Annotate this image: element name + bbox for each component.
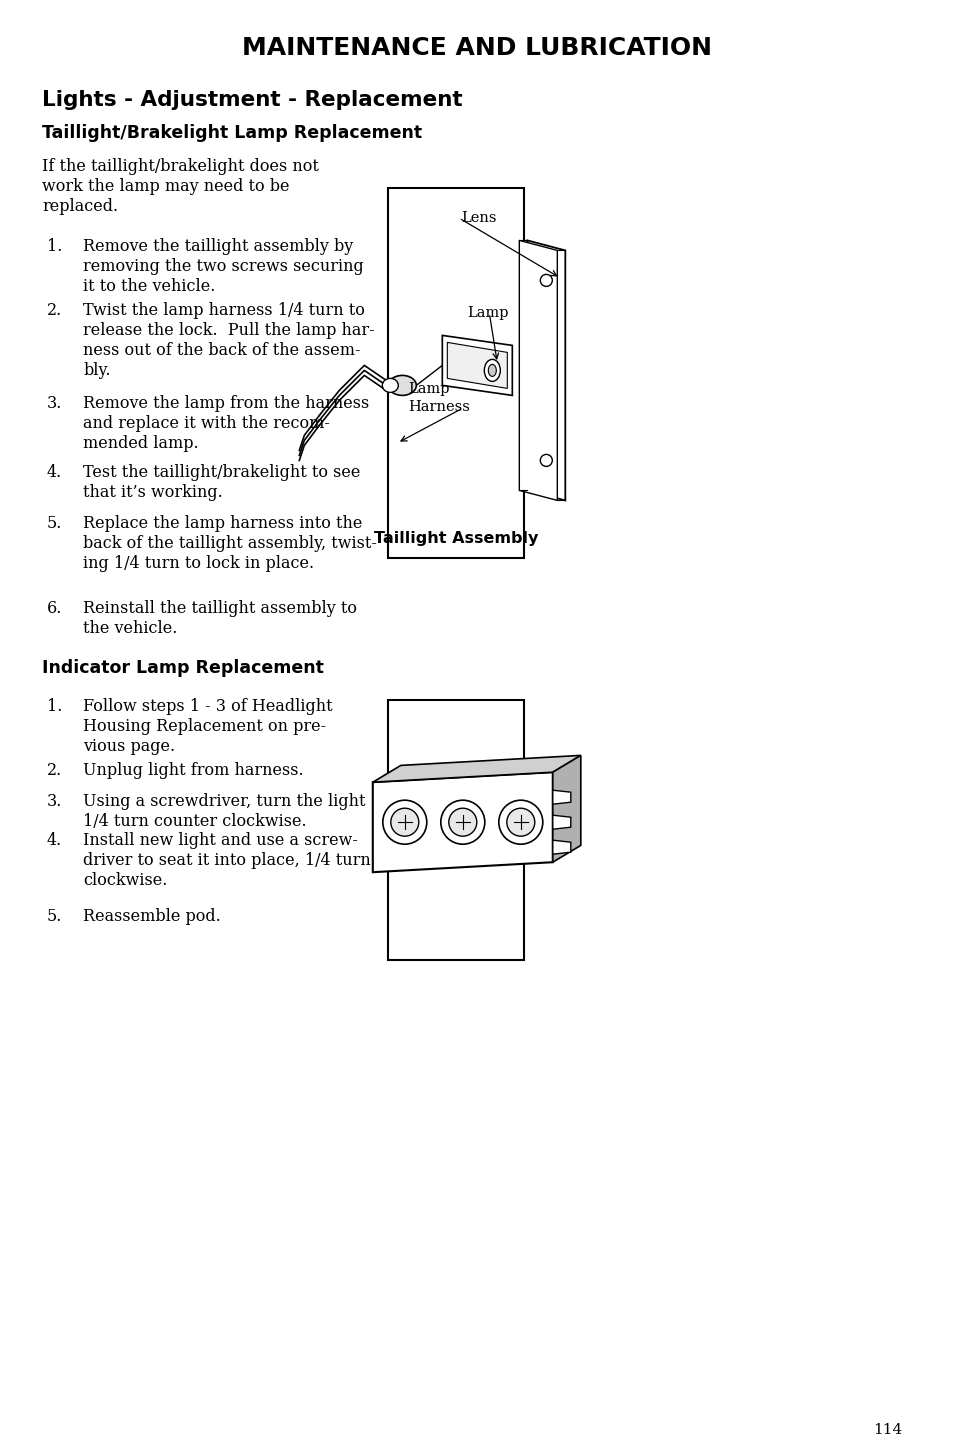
Text: Reassemble pod.: Reassemble pod. [83, 907, 220, 925]
Polygon shape [447, 342, 507, 388]
Text: 5.: 5. [47, 515, 62, 532]
Text: Lens: Lens [460, 211, 496, 225]
Text: Follow steps 1 - 3 of Headlight: Follow steps 1 - 3 of Headlight [83, 698, 333, 715]
Circle shape [448, 808, 476, 836]
Text: back of the taillight assembly, twist-: back of the taillight assembly, twist- [83, 535, 376, 553]
Polygon shape [552, 840, 570, 853]
Ellipse shape [388, 375, 416, 395]
Text: Lights - Adjustment - Replacement: Lights - Adjustment - Replacement [42, 90, 462, 111]
Polygon shape [552, 816, 570, 829]
Text: Replace the lamp harness into the: Replace the lamp harness into the [83, 515, 362, 532]
Text: Using a screwdriver, turn the light: Using a screwdriver, turn the light [83, 792, 365, 810]
Text: work the lamp may need to be: work the lamp may need to be [42, 177, 289, 195]
Polygon shape [527, 240, 565, 500]
Text: it to the vehicle.: it to the vehicle. [83, 278, 215, 295]
Text: 6.: 6. [47, 601, 62, 616]
Text: 1.: 1. [47, 238, 62, 254]
Text: 2.: 2. [47, 762, 62, 779]
Text: 1/4 turn counter clockwise.: 1/4 turn counter clockwise. [83, 813, 306, 830]
Text: Unplug light from harness.: Unplug light from harness. [83, 762, 303, 779]
Text: 3.: 3. [47, 792, 62, 810]
Circle shape [382, 800, 426, 845]
Polygon shape [442, 336, 512, 395]
Text: Taillight Assembly: Taillight Assembly [374, 531, 537, 545]
Polygon shape [518, 240, 557, 500]
Text: vious page.: vious page. [83, 739, 175, 755]
Text: MAINTENANCE AND LUBRICATION: MAINTENANCE AND LUBRICATION [242, 36, 711, 60]
Text: Indicator Lamp Replacement: Indicator Lamp Replacement [42, 659, 323, 678]
Ellipse shape [382, 378, 398, 393]
Text: 4.: 4. [47, 464, 62, 481]
Polygon shape [373, 772, 552, 872]
Text: 2.: 2. [47, 302, 62, 318]
Text: Housing Replacement on pre-: Housing Replacement on pre- [83, 718, 326, 736]
Circle shape [391, 808, 418, 836]
Text: 3.: 3. [47, 395, 62, 411]
Text: and replace it with the recom-: and replace it with the recom- [83, 414, 330, 432]
Bar [388, 188, 523, 558]
Text: that it’s working.: that it’s working. [83, 484, 222, 502]
Text: Reinstall the taillight assembly to: Reinstall the taillight assembly to [83, 601, 356, 616]
Polygon shape [552, 756, 580, 862]
Text: the vehicle.: the vehicle. [83, 619, 177, 637]
Text: driver to seat it into place, 1/4 turn: driver to seat it into place, 1/4 turn [83, 852, 371, 869]
Text: 4.: 4. [47, 832, 62, 849]
Polygon shape [552, 790, 570, 804]
Text: ing 1/4 turn to lock in place.: ing 1/4 turn to lock in place. [83, 555, 314, 571]
Bar [388, 699, 523, 960]
Circle shape [506, 808, 535, 836]
Ellipse shape [488, 365, 496, 377]
Circle shape [539, 455, 552, 467]
Text: mended lamp.: mended lamp. [83, 435, 198, 452]
Text: If the taillight/brakelight does not: If the taillight/brakelight does not [42, 158, 318, 174]
Text: release the lock.  Pull the lamp har-: release the lock. Pull the lamp har- [83, 321, 375, 339]
Text: Test the taillight/brakelight to see: Test the taillight/brakelight to see [83, 464, 360, 481]
Circle shape [539, 275, 552, 286]
Circle shape [440, 800, 484, 845]
Ellipse shape [484, 359, 499, 381]
Circle shape [498, 800, 542, 845]
Text: 114: 114 [872, 1423, 901, 1437]
Text: Remove the lamp from the harness: Remove the lamp from the harness [83, 395, 369, 411]
Text: 5.: 5. [47, 907, 62, 925]
Text: Lamp
Harness: Lamp Harness [408, 382, 470, 414]
Text: Taillight/Brakelight Lamp Replacement: Taillight/Brakelight Lamp Replacement [42, 124, 421, 142]
Text: replaced.: replaced. [42, 198, 118, 215]
Text: clockwise.: clockwise. [83, 872, 167, 888]
Text: ness out of the back of the assem-: ness out of the back of the assem- [83, 342, 360, 359]
Text: Remove the taillight assembly by: Remove the taillight assembly by [83, 238, 353, 254]
Polygon shape [373, 756, 580, 782]
Text: 1.: 1. [47, 698, 62, 715]
Text: Install new light and use a screw-: Install new light and use a screw- [83, 832, 357, 849]
Text: removing the two screws securing: removing the two screws securing [83, 257, 363, 275]
Text: bly.: bly. [83, 362, 111, 379]
Text: Twist the lamp harness 1/4 turn to: Twist the lamp harness 1/4 turn to [83, 302, 364, 318]
Text: Lamp: Lamp [467, 305, 508, 320]
